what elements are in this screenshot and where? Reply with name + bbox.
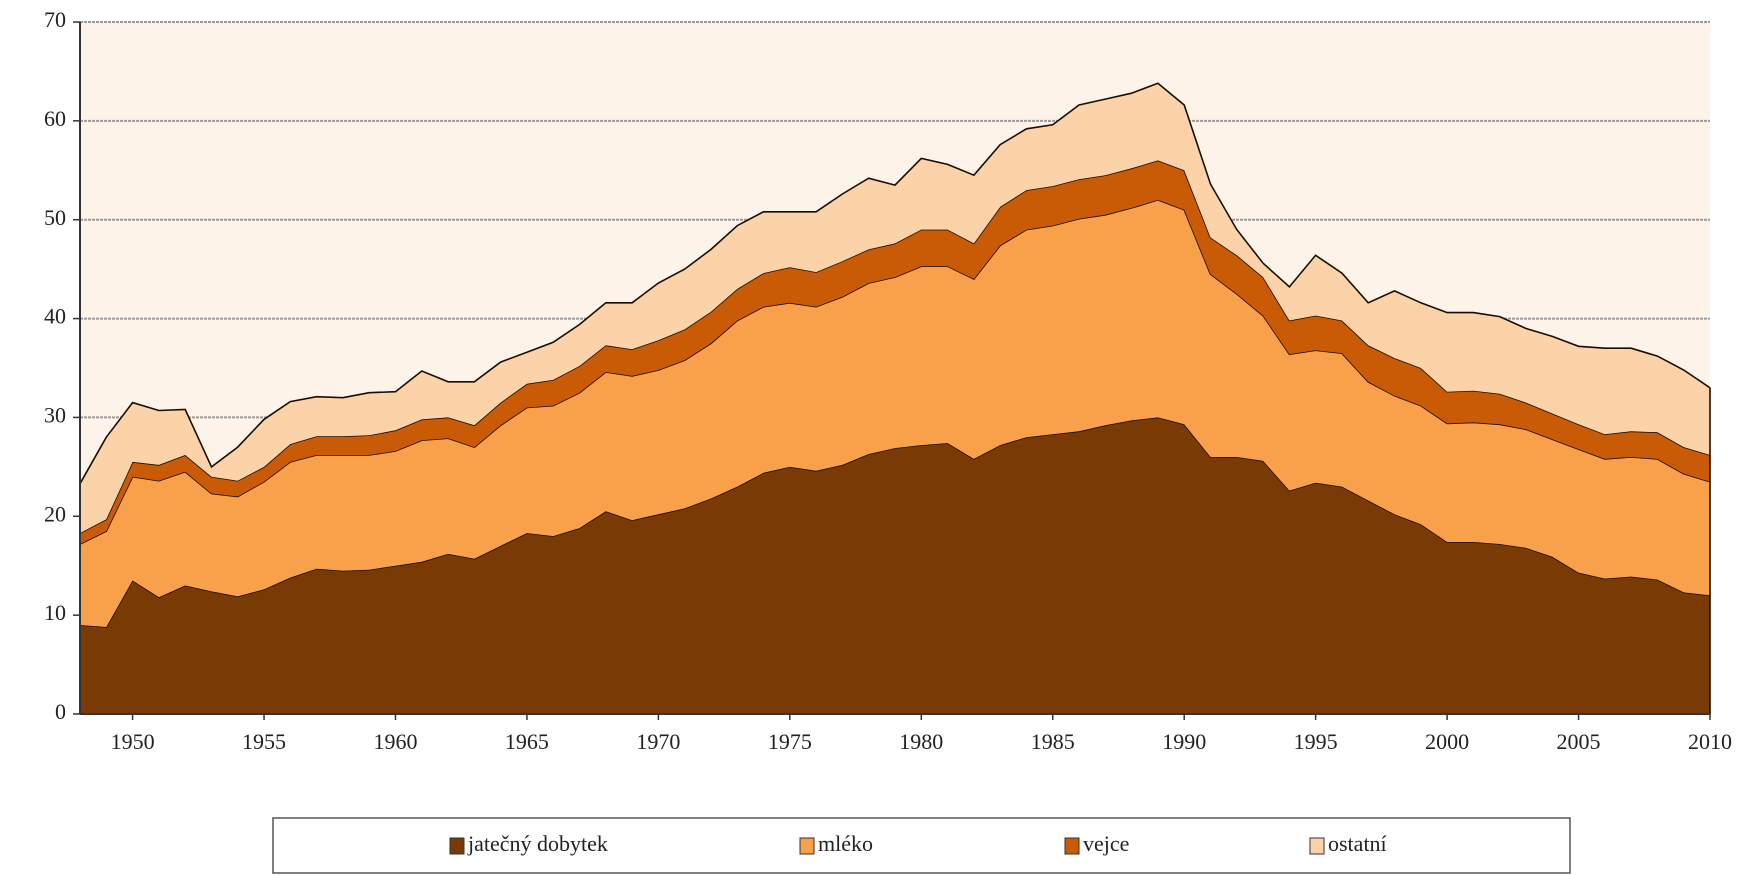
x-tick-label: 1995: [1294, 729, 1338, 754]
x-tick-label: 1980: [899, 729, 943, 754]
legend-swatch: [1309, 837, 1325, 855]
area: [80, 417, 1710, 714]
y-tick-label: 20: [44, 501, 66, 526]
legend-swatch: [799, 837, 815, 855]
area-outline: [79, 82, 1711, 485]
y-tick-label: 30: [44, 402, 66, 427]
legend-swatch: [1064, 837, 1080, 855]
y-tick-label: 0: [55, 699, 66, 724]
x-tick-label: 1950: [111, 729, 155, 754]
x-tick-label: 1970: [636, 729, 680, 754]
legend-box: [272, 817, 1571, 874]
y-tick-label: 60: [44, 106, 66, 131]
y-tick-label: 10: [44, 600, 66, 625]
x-tick-label: 1955: [242, 729, 286, 754]
legend-label: vejce: [1083, 831, 1129, 856]
area: [80, 199, 1710, 627]
axes: 0 10 20 30 40 50 60 70 1950 1955 1960 1965 1970 1975 1…: [44, 7, 1732, 754]
areas: [79, 82, 1711, 714]
legend-swatch: [449, 837, 465, 855]
x-tick-label: 1975: [768, 729, 812, 754]
y-tick-label: 40: [44, 304, 66, 329]
x-tick-label: 2005: [1557, 729, 1601, 754]
x-tick-label: 1990: [1162, 729, 1206, 754]
legend: jatečný dobytek mléko vejce ostatní: [449, 831, 1387, 856]
x-tick-label: 1965: [505, 729, 549, 754]
y-tick-label: 50: [44, 205, 66, 230]
area: [80, 83, 1710, 534]
x-tick-label: 1985: [1031, 729, 1075, 754]
legend-label: mléko: [818, 831, 873, 856]
x-tick-label: 2000: [1425, 729, 1469, 754]
x-tick-label: 1960: [373, 729, 417, 754]
legend-label: jatečný dobytek: [467, 831, 608, 856]
x-tick-label: 2010: [1688, 729, 1732, 754]
legend-label: ostatní: [1328, 831, 1387, 856]
y-tick-label: 70: [44, 7, 66, 32]
